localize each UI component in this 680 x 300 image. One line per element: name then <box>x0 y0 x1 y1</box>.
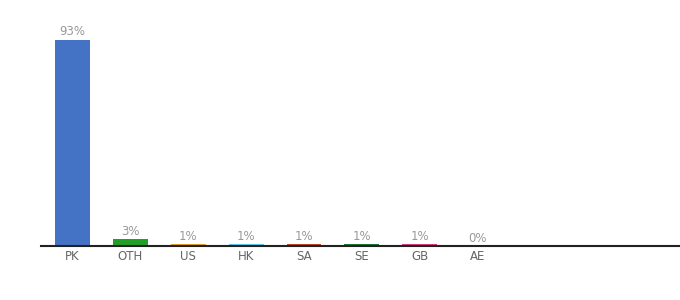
Bar <box>113 239 148 246</box>
Text: 93%: 93% <box>60 26 86 38</box>
Text: 0%: 0% <box>469 232 487 245</box>
Bar <box>55 40 90 246</box>
Bar <box>228 244 264 246</box>
Bar <box>403 244 437 246</box>
Text: 3%: 3% <box>121 225 139 238</box>
Text: 1%: 1% <box>179 230 198 243</box>
Bar <box>171 244 205 246</box>
Text: 1%: 1% <box>352 230 371 243</box>
Bar <box>345 244 379 246</box>
Bar <box>287 244 322 246</box>
Text: 1%: 1% <box>294 230 313 243</box>
Text: 1%: 1% <box>237 230 256 243</box>
Text: 1%: 1% <box>410 230 429 243</box>
